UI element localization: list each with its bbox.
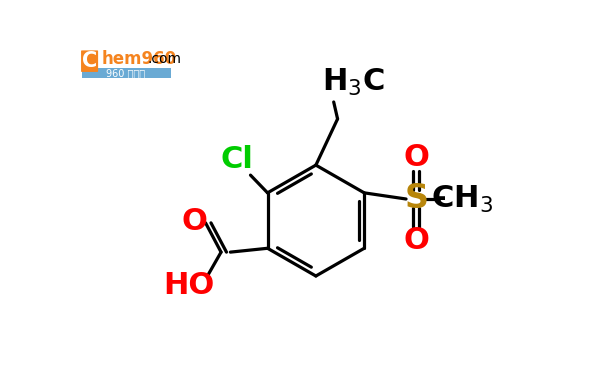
Text: H$_3$C: H$_3$C bbox=[322, 67, 384, 98]
Text: CH$_3$: CH$_3$ bbox=[431, 183, 493, 214]
Text: O: O bbox=[404, 143, 430, 172]
FancyBboxPatch shape bbox=[81, 50, 98, 72]
Text: S: S bbox=[405, 183, 429, 216]
Bar bbox=[82, 68, 171, 78]
Text: O: O bbox=[404, 226, 430, 255]
Text: C: C bbox=[82, 51, 97, 71]
Text: O: O bbox=[182, 207, 208, 236]
Text: -: - bbox=[434, 184, 446, 213]
Text: .com: .com bbox=[148, 52, 182, 66]
Text: Cl: Cl bbox=[220, 145, 253, 174]
Text: HO: HO bbox=[163, 271, 214, 300]
Text: hem960: hem960 bbox=[101, 50, 176, 68]
Text: 960 化工网: 960 化工网 bbox=[106, 68, 146, 78]
